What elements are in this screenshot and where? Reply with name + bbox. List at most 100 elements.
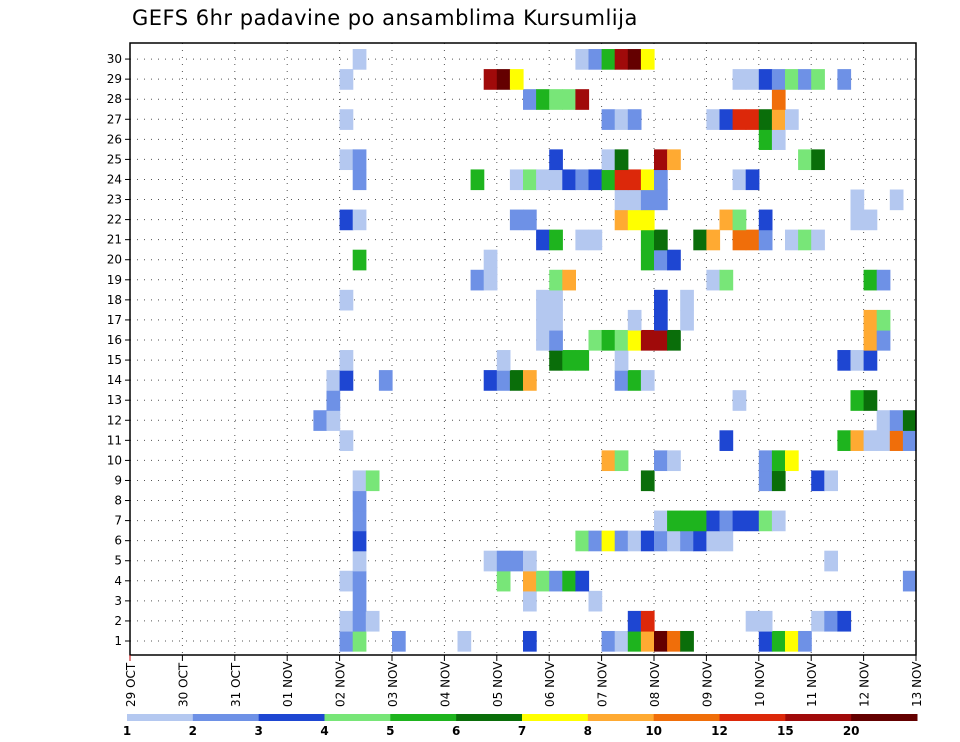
precip-cell: [536, 229, 550, 251]
precip-cell: [640, 189, 655, 211]
precip-cell: [837, 69, 852, 90]
precip-cell: [785, 630, 799, 652]
precip-cell: [889, 189, 904, 211]
color-legend: 1 2 3 4 5 6 7 8 10 12 15 20: [123, 714, 918, 738]
x-tick-label: 03 NOV: [386, 661, 400, 707]
y-tick-label: 9: [114, 473, 122, 487]
precip-cell: [614, 329, 629, 351]
legend-label: 15: [777, 724, 794, 738]
precip-cell: [627, 329, 642, 351]
precip-cell: [352, 149, 367, 171]
precip-cell: [863, 390, 878, 411]
precip-cell: [758, 630, 773, 652]
precip-cell: [863, 309, 878, 331]
precip-cell: [562, 89, 576, 110]
precip-cell: [496, 350, 511, 371]
precip-cell: [771, 69, 786, 90]
precip-cell: [562, 570, 576, 592]
precip-cell: [392, 630, 406, 652]
precip-cell: [732, 390, 747, 411]
precip-cell: [706, 510, 721, 532]
precip-cell: [588, 329, 603, 351]
precip-cell: [536, 570, 550, 592]
precip-cell: [601, 109, 616, 130]
precip-cell: [654, 530, 668, 552]
precip-cell: [680, 630, 694, 652]
legend-swatch: [653, 714, 720, 721]
precip-cell: [509, 169, 524, 191]
precip-cell: [614, 189, 629, 211]
precip-cell: [876, 309, 891, 331]
y-tick-label: 28: [107, 92, 122, 106]
precip-cell: [654, 229, 668, 251]
precip-cell: [706, 109, 721, 130]
precip-cell: [339, 370, 354, 391]
precip-cell: [798, 149, 812, 171]
precip-cell: [614, 109, 629, 130]
precip-cell: [758, 450, 773, 472]
precip-cell: [549, 350, 563, 371]
precip-cell: [549, 229, 563, 251]
precip-cell: [654, 309, 668, 331]
legend-label: 8: [584, 724, 592, 738]
precip-cell: [798, 229, 812, 251]
precip-cell: [549, 329, 563, 351]
precip-cell: [850, 350, 865, 371]
y-axis-ticks: 1234567891011121314151617181920212223242…: [107, 52, 130, 648]
x-tick-label: 05 NOV: [491, 661, 505, 707]
precip-cell: [326, 410, 341, 431]
precip-cell: [732, 510, 747, 532]
precip-cell: [588, 229, 603, 251]
y-tick-label: 13: [107, 393, 122, 407]
precip-cell: [902, 430, 917, 451]
legend-label: 7: [518, 724, 526, 738]
precip-cell: [496, 550, 511, 572]
precip-cell: [771, 450, 786, 472]
precip-cell: [640, 329, 655, 351]
legend-swatch: [719, 714, 786, 721]
precip-cell: [654, 169, 668, 191]
legend-swatch: [456, 714, 523, 721]
precip-cell: [509, 69, 524, 90]
precip-cell: [523, 370, 537, 391]
legend-swatch: [851, 714, 918, 721]
precip-cell: [496, 370, 511, 391]
y-tick-label: 10: [107, 453, 122, 467]
precip-cell: [549, 269, 563, 291]
x-tick-label: 29 OCT: [124, 662, 138, 707]
precip-cell: [588, 169, 603, 191]
precip-cell: [352, 49, 367, 70]
precip-cell: [745, 69, 760, 90]
precip-cell: [850, 390, 865, 411]
precip-cell: [509, 550, 524, 572]
precip-cell: [575, 350, 590, 371]
precip-cell: [575, 229, 590, 251]
precip-cell: [719, 510, 734, 532]
precip-cell: [640, 530, 655, 552]
y-tick-label: 14: [107, 373, 122, 387]
y-tick-label: 17: [107, 313, 122, 327]
precip-cell: [785, 69, 799, 90]
legend-label: 3: [254, 724, 262, 738]
precip-cell: [588, 49, 603, 70]
x-tick-label: 09 NOV: [700, 661, 714, 707]
precip-cell: [601, 149, 616, 171]
y-tick-label: 2: [114, 614, 122, 628]
precip-cell: [575, 530, 590, 552]
precip-cell: [654, 510, 668, 532]
x-tick-label: 10 NOV: [753, 661, 767, 707]
precip-cell: [339, 289, 354, 311]
precip-cell: [667, 630, 681, 652]
precip-cell: [640, 470, 655, 492]
y-tick-label: 25: [107, 152, 122, 166]
precip-cell: [627, 309, 642, 331]
legend-label: 20: [843, 724, 860, 738]
precip-cell: [640, 229, 655, 251]
precip-cell: [523, 570, 537, 592]
precip-cell: [732, 209, 747, 231]
precip-cell: [627, 209, 642, 231]
y-tick-label: 16: [107, 333, 122, 347]
y-tick-label: 30: [107, 52, 122, 66]
precip-cell: [509, 370, 524, 391]
precip-cell: [693, 510, 707, 532]
